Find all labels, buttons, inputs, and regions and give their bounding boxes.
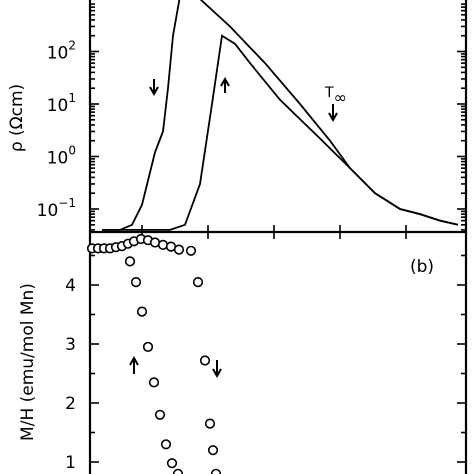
data-point-b — [148, 377, 160, 388]
t-infinity-annotation: T∞ — [324, 85, 347, 123]
tick-label-a: 102 — [47, 39, 76, 64]
data-point-b — [130, 277, 142, 288]
data-point-b — [142, 341, 154, 353]
panel-b-points — [86, 233, 222, 474]
panel-b-y-ticks — [90, 254, 466, 463]
tick-label-a: 100 — [47, 144, 76, 169]
data-point-b — [157, 239, 169, 250]
tick-label-b: 3 — [65, 335, 76, 355]
tick-label-a: 10−1 — [37, 196, 76, 221]
data-point-b — [210, 468, 222, 474]
tick-label-b: 1 — [65, 453, 76, 473]
data-point-b — [172, 468, 184, 474]
data-point-b — [160, 439, 172, 450]
data-point-b — [166, 458, 178, 469]
data-point-b — [207, 445, 219, 456]
panel-a: 102 101 100 10−1 ρ (Ωcm) T∞ — [7, 0, 468, 232]
t-infinity-label: T∞ — [324, 85, 347, 107]
data-point-b — [124, 256, 136, 267]
tick-label-a: 101 — [47, 91, 76, 116]
panel-b-y-label: M/H (emu/mol Mn) — [18, 283, 38, 441]
panel-a-y-label: ρ (Ωcm) — [7, 84, 27, 152]
cooling-arrow-a — [149, 79, 159, 97]
tick-label-b: 2 — [65, 394, 76, 414]
panel-a-y-ticks — [90, 3, 466, 231]
cooling-arrow-b — [212, 360, 222, 379]
tick-label-b: 4 — [65, 276, 76, 296]
warming-arrow-a — [220, 76, 230, 93]
panel-b: 4 3 2 1 M/H (emu/mol Mn) (b) — [18, 232, 468, 474]
data-point-b — [204, 418, 216, 429]
warming-arrow-b — [129, 355, 139, 374]
panel-a-curve-1 — [102, 0, 459, 231]
panel-b-label: (b) — [410, 257, 434, 277]
panel-b-tick-labels: 4 3 2 1 — [65, 276, 76, 473]
x-ticks — [141, 225, 407, 239]
data-point-b — [199, 355, 211, 366]
data-point-b — [154, 409, 166, 420]
panel-a-curve-2 — [102, 34, 459, 231]
data-point-b — [185, 245, 197, 256]
data-point-b — [173, 244, 185, 255]
panel-a-tick-labels: 102 101 100 10−1 — [37, 39, 76, 222]
data-point-b — [136, 306, 148, 317]
data-point-b — [192, 277, 204, 288]
